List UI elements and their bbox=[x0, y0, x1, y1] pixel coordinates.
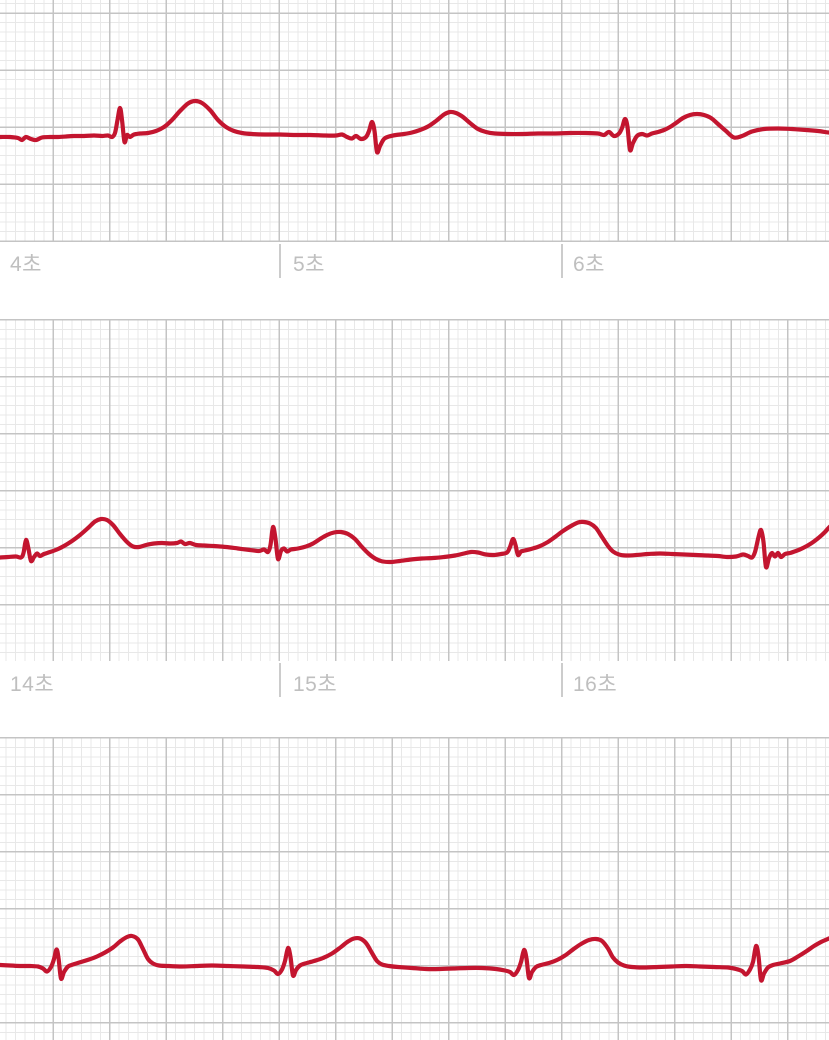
time-label: 15초 bbox=[293, 673, 338, 696]
time-label: 5초 bbox=[293, 253, 325, 276]
ecg-strip-3 bbox=[0, 737, 829, 1040]
time-axis-row-2: 14초 15초 16초 bbox=[0, 661, 829, 737]
ecg-strip-2 bbox=[0, 319, 829, 662]
ecg-grid-canvas-1 bbox=[0, 0, 829, 242]
ecg-strip-1 bbox=[0, 0, 829, 242]
second-tick bbox=[561, 244, 563, 278]
time-label: 16초 bbox=[573, 673, 618, 696]
second-tick bbox=[561, 663, 563, 697]
ecg-grid-canvas-3 bbox=[0, 737, 829, 1040]
time-label: 6초 bbox=[573, 253, 605, 276]
ecg-grid-canvas-2 bbox=[0, 319, 829, 662]
second-tick bbox=[279, 244, 281, 278]
time-label: 14초 bbox=[10, 673, 55, 696]
time-label: 4초 bbox=[10, 253, 42, 276]
second-tick bbox=[279, 663, 281, 697]
time-axis-row-1: 4초 5초 6초 bbox=[0, 242, 829, 319]
